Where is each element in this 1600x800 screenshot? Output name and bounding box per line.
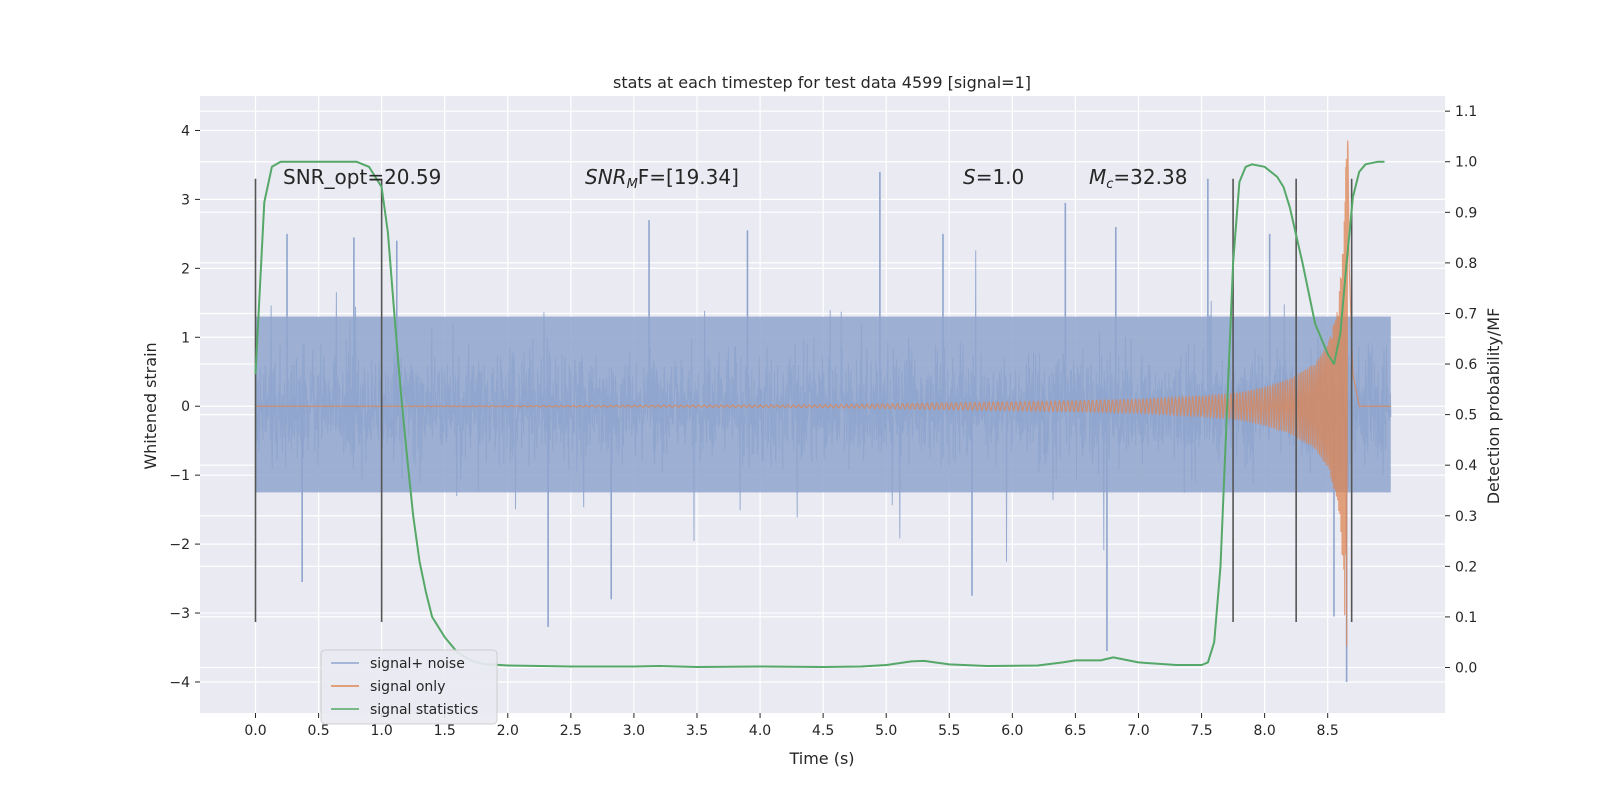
y-right-tick-label: 0.9: [1455, 205, 1477, 221]
legend-box: [320, 649, 498, 725]
y-tick-label: −3: [169, 606, 190, 622]
x-tick-label: 7.0: [1127, 723, 1149, 739]
annotation-snr-opt: SNR_opt=20.59: [283, 165, 441, 189]
mc-subscript: c: [1106, 177, 1113, 192]
snr-mf-subscript: M: [627, 177, 638, 192]
x-tick-label: 6.0: [1001, 723, 1023, 739]
series-signal-statistics: [254, 160, 1385, 668]
signal-statistics-line: [254, 160, 1385, 668]
legend: signal+ noise signal only signal statist…: [320, 649, 498, 725]
x-tick-label: 3.5: [686, 723, 708, 739]
y-right-tick-label: 0.1: [1455, 610, 1477, 626]
annotation-mc: Mc=32.38: [1089, 165, 1187, 192]
y-tick-label: 1: [181, 330, 190, 346]
y-right-tick-label: 1.0: [1455, 155, 1477, 171]
y-tick-label: 0: [181, 399, 190, 415]
snr-mf-value: F=[19.34]: [638, 165, 739, 189]
snr-mf-prefix: SNR: [585, 165, 627, 189]
mc-symbol: M: [1089, 165, 1106, 189]
annotation-snr-mf: SNRMF=[19.34]: [585, 165, 739, 192]
y-axis-left: 4 3 2 1 0 −1 −2 −3 −4: [169, 123, 200, 691]
y-tick-label: 4: [181, 123, 190, 139]
y-tick-label: −2: [169, 537, 190, 553]
x-tick-label: 0.0: [244, 723, 266, 739]
chart-title: stats at each timestep for test data 459…: [613, 73, 1031, 92]
x-tick-label: 0.5: [307, 723, 329, 739]
y-axis-title-left: Whitened strain: [141, 342, 160, 469]
x-tick-label: 5.5: [938, 723, 960, 739]
y-right-tick-label: 0.0: [1455, 660, 1477, 676]
mc-value: =32.38: [1113, 165, 1187, 189]
s-value: =1.0: [976, 165, 1025, 189]
y-axis-title-right: Detection probability/MF: [1484, 308, 1503, 505]
x-tick-label: 1.0: [371, 723, 393, 739]
y-right-tick-label: 0.3: [1455, 509, 1477, 525]
y-right-tick-label: 0.6: [1455, 357, 1477, 373]
y-tick-label: 2: [181, 261, 190, 277]
x-tick-label: 2.0: [497, 723, 519, 739]
x-tick-label: 8.5: [1317, 723, 1339, 739]
x-axis: 0.0 0.5 1.0 1.5 2.0 2.5 3.0 3.5 4.0 4.5 5.0 5.5 6.0 6…: [244, 713, 1339, 739]
y-tick-label: 3: [181, 192, 190, 208]
y-right-tick-label: 1.1: [1455, 104, 1477, 120]
y-axis-right: 1.1 1.0 0.9 0.8 0.7 0.6 0.5 0.4 0.3 0.2 0.1 0.0: [1445, 104, 1477, 676]
vertical-markers: [254, 178, 1353, 623]
x-tick-label: 4.0: [749, 723, 771, 739]
legend-label-signal-statistics: signal statistics: [370, 702, 478, 718]
signal-only-line: [255, 140, 1391, 647]
y-tick-label: −4: [169, 675, 190, 691]
x-tick-label: 4.5: [812, 723, 834, 739]
y-right-tick-label: 0.2: [1455, 559, 1477, 575]
x-tick-label: 6.5: [1064, 723, 1086, 739]
x-tick-label: 2.5: [560, 723, 582, 739]
noise-trace: [255, 250, 1392, 562]
annotation-s: S=1.0: [963, 165, 1024, 189]
x-tick-label: 3.0: [623, 723, 645, 739]
x-tick-label: 1.5: [434, 723, 456, 739]
x-tick-label: 8.0: [1253, 723, 1275, 739]
y-right-tick-label: 0.4: [1455, 458, 1477, 474]
y-tick-label: −1: [169, 468, 190, 484]
y-right-tick-label: 0.5: [1455, 408, 1477, 424]
x-axis-title: Time (s): [788, 749, 854, 768]
s-symbol: S: [963, 165, 976, 189]
y-right-tick-label: 0.7: [1455, 306, 1477, 322]
y-right-tick-label: 0.8: [1455, 256, 1477, 272]
legend-label-signal-only: signal only: [370, 679, 445, 695]
series-signal-only: [255, 140, 1391, 647]
x-tick-label: 5.0: [875, 723, 897, 739]
legend-label-signal-noise: signal+ noise: [370, 656, 465, 672]
x-tick-label: 7.5: [1190, 723, 1212, 739]
